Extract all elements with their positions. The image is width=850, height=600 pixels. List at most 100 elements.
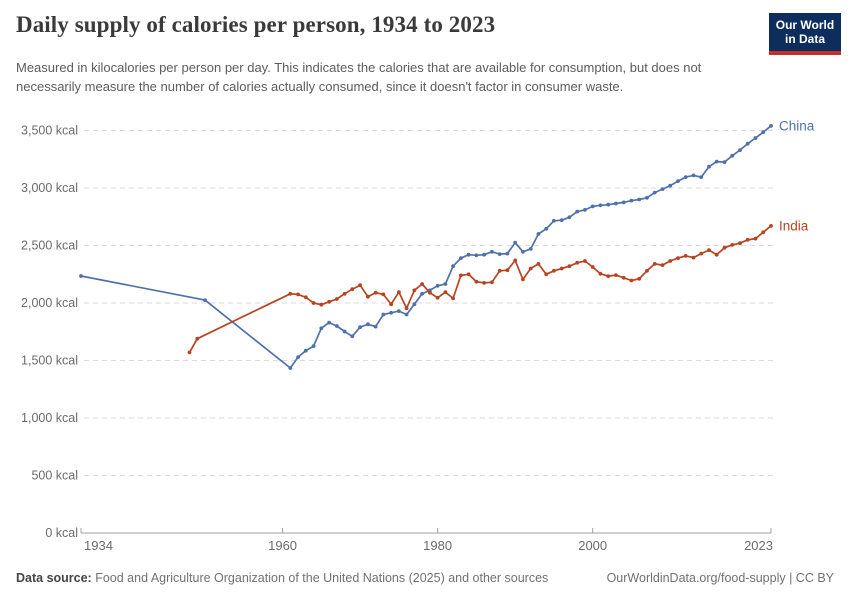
series-marker-china <box>296 355 300 359</box>
series-marker-china <box>544 226 549 231</box>
series-marker-india <box>590 265 595 269</box>
series-marker-india <box>552 268 556 273</box>
series-marker-india <box>714 252 719 257</box>
series-marker-india <box>583 259 587 263</box>
series-marker-india <box>334 297 339 301</box>
series-marker-india <box>660 263 665 267</box>
series-marker-india <box>459 273 463 278</box>
series-line-china[interactable] <box>80 125 772 369</box>
series-marker-china <box>342 329 347 334</box>
series-marker-china <box>676 179 680 183</box>
series-marker-china <box>381 312 386 317</box>
series-marker-india <box>187 350 192 355</box>
series-marker-china <box>769 124 773 128</box>
series-line-india[interactable] <box>188 225 772 354</box>
series-marker-china <box>435 283 440 288</box>
owid-logo-stripe <box>769 51 841 55</box>
series-marker-india <box>536 262 541 266</box>
series-marker-india <box>381 292 386 297</box>
series-marker-india <box>614 273 618 277</box>
series-marker-china <box>404 312 409 317</box>
series-marker-india <box>389 302 393 307</box>
series-marker-india <box>497 268 502 273</box>
series-marker-china <box>559 218 564 223</box>
series-marker-india <box>466 272 471 277</box>
series-marker-china <box>691 173 696 178</box>
series-marker-india <box>373 290 378 295</box>
series-marker-china <box>536 232 541 236</box>
series-marker-china <box>738 148 742 152</box>
series-marker-china <box>621 200 626 205</box>
series-marker-china <box>490 249 494 254</box>
series-marker-india <box>722 245 727 250</box>
series-marker-china <box>319 326 324 331</box>
series-marker-india <box>451 296 455 301</box>
series-marker-india <box>567 264 572 269</box>
series-marker-india <box>505 268 510 273</box>
series-marker-china <box>637 197 642 202</box>
series-marker-china <box>761 130 766 135</box>
series-marker-china <box>614 201 618 206</box>
series-marker-india <box>482 281 486 285</box>
series-marker-india <box>753 236 758 241</box>
series-marker-china <box>598 203 603 208</box>
series-marker-china <box>552 218 556 223</box>
series-marker-china <box>521 249 525 254</box>
series-marker-india <box>606 274 611 278</box>
series-marker-china <box>505 251 510 256</box>
data-source-label: Data source: <box>16 571 92 585</box>
series-marker-china <box>714 159 719 164</box>
series-marker-india <box>513 258 518 263</box>
x-axis-tick-label: 2023 <box>744 538 773 553</box>
series-marker-china <box>652 190 657 195</box>
series-marker-india <box>544 272 549 277</box>
series-label-china[interactable]: China <box>779 118 815 133</box>
series-marker-china <box>645 195 649 200</box>
series-label-india[interactable]: India <box>779 218 809 233</box>
series-marker-china <box>745 141 750 146</box>
series-marker-china <box>303 348 308 353</box>
attribution-link[interactable]: OurWorldinData.org/food-supply | CC BY <box>606 571 834 585</box>
series-marker-china <box>606 202 611 207</box>
series-marker-china <box>722 160 727 164</box>
series-marker-china <box>629 198 634 203</box>
series-marker-china <box>482 252 486 257</box>
series-marker-china <box>389 310 393 315</box>
series-marker-india <box>327 299 331 304</box>
series-marker-india <box>521 277 525 282</box>
x-axis-tick-label: 1960 <box>268 538 297 553</box>
series-marker-china <box>350 334 355 339</box>
series-marker-india <box>652 262 657 266</box>
owid-logo-line1: Our World <box>775 18 835 32</box>
series-marker-china <box>753 136 758 140</box>
series-marker-china <box>730 153 735 158</box>
series-marker-china <box>513 240 518 245</box>
series-marker-china <box>311 344 316 348</box>
series-marker-china <box>420 291 424 296</box>
owid-logo[interactable]: Our World in Data <box>769 13 841 55</box>
series-marker-india <box>319 302 324 307</box>
y-axis-tick-label: 2,000 kcal <box>21 296 78 310</box>
series-marker-india <box>575 260 580 265</box>
series-marker-china <box>575 209 580 214</box>
series-marker-china <box>358 325 362 330</box>
y-axis-tick-label: 3,000 kcal <box>21 181 78 195</box>
series-marker-china <box>327 320 331 325</box>
data-source-text: Food and Agriculture Organization of the… <box>95 571 549 585</box>
series-marker-china <box>683 175 688 179</box>
series-marker-india <box>637 276 642 281</box>
y-axis-tick-label: 2,500 kcal <box>21 239 78 253</box>
series-marker-india <box>730 243 735 247</box>
series-marker-china <box>668 183 673 188</box>
series-marker-china <box>79 274 83 278</box>
series-marker-china <box>590 204 595 209</box>
series-marker-china <box>334 324 339 328</box>
series-marker-china <box>497 252 502 256</box>
data-source: Data source: Food and Agriculture Organi… <box>16 571 548 585</box>
series-marker-china <box>699 175 704 179</box>
series-marker-india <box>683 254 688 258</box>
y-axis-tick-label: 3,500 kcal <box>21 124 78 138</box>
series-marker-china <box>373 324 378 329</box>
series-marker-china <box>474 253 479 258</box>
